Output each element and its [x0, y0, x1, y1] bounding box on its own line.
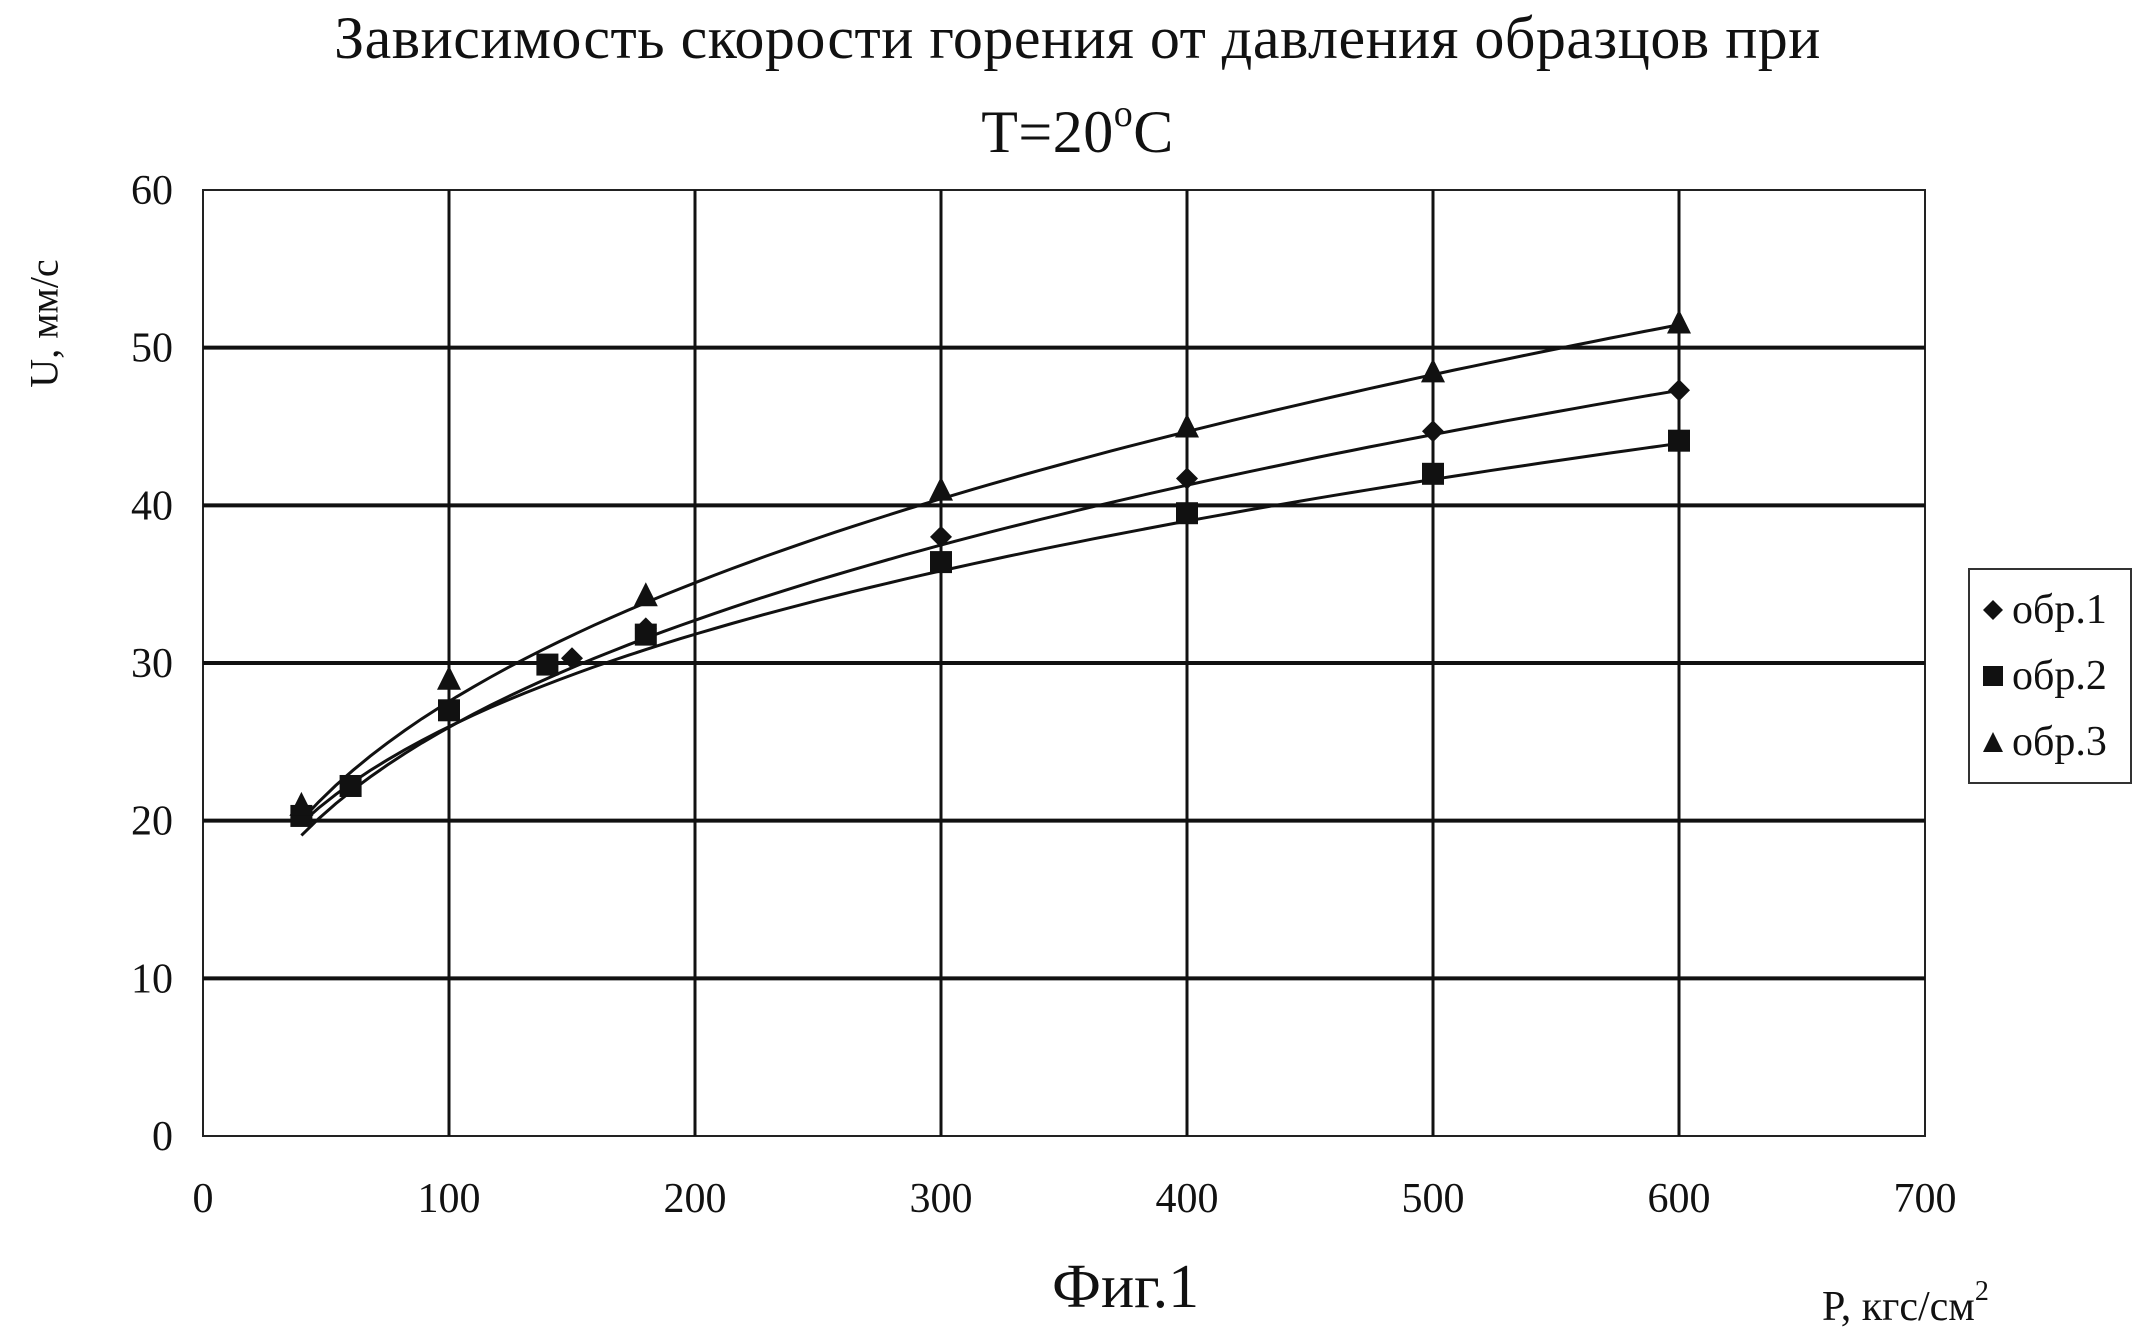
legend: обр.1 обр.2 обр.3: [1968, 568, 2132, 784]
data-point-series2: [1668, 429, 1690, 452]
y-axis-label: U, мм/с: [21, 259, 67, 388]
data-points: [289, 309, 1691, 827]
y-tick-label: 60: [131, 168, 173, 214]
x-tick-label: 400: [1156, 1176, 1219, 1222]
trend-curve-1: [300, 388, 1680, 837]
x-tick-label: 200: [664, 1176, 727, 1222]
triangle-icon: [1983, 732, 2003, 752]
data-point-series3: [289, 791, 314, 816]
legend-item-2: обр.2: [1982, 646, 2107, 706]
data-point-series1: [1422, 420, 1444, 443]
x-tick-label: 100: [418, 1176, 481, 1222]
data-point-series2: [1422, 462, 1444, 485]
data-point-series2: [339, 774, 362, 797]
grid-lines: [202, 189, 1926, 1137]
chart-title-line2: T=20oC: [0, 92, 2155, 167]
y-tick-label: 40: [131, 483, 173, 529]
legend-item-1: обр.1: [1982, 580, 2107, 640]
legend-label-3: обр.3: [2012, 719, 2107, 765]
y-tick-label: 20: [131, 799, 173, 845]
trend-curve-3: [300, 323, 1680, 822]
x-tick-label: 500: [1402, 1176, 1465, 1222]
figure-caption: Фиг.1: [1052, 1253, 1200, 1321]
data-point-series3: [437, 665, 461, 690]
data-point-series1: [561, 647, 583, 670]
data-point-series3: [1175, 413, 1199, 438]
square-icon: [1983, 666, 2003, 686]
data-point-series1: [1668, 379, 1690, 402]
x-tick-label: 700: [1894, 1176, 1957, 1222]
data-point-series2: [438, 699, 460, 722]
trend-curve-2: [300, 441, 1680, 825]
data-point-series1: [930, 525, 952, 548]
y-tick-label: 30: [131, 641, 173, 687]
data-point-series3: [633, 582, 658, 607]
y-tick-label: 50: [131, 326, 173, 372]
data-point-series2: [536, 653, 559, 676]
legend-item-3: обр.3: [1982, 712, 2107, 772]
diamond-icon: [1983, 600, 2003, 620]
legend-label-1: обр.1: [2012, 587, 2107, 633]
y-tick-label: 10: [131, 956, 173, 1002]
data-point-series1: [1176, 467, 1198, 490]
title-temp-unit: C: [1133, 99, 1174, 165]
x-axis-label: P, кгс/см2: [1822, 1276, 1989, 1331]
x-tick-label: 300: [910, 1176, 973, 1222]
chart-title-line1: Зависимость скорости горения от давления…: [334, 5, 1821, 71]
legend-label-2: обр.2: [2012, 653, 2107, 699]
data-point-series2: [930, 551, 952, 574]
data-point-series3: [1421, 358, 1445, 383]
title-degree-sup: o: [1113, 93, 1134, 135]
data-point-series2: [1176, 502, 1198, 525]
x-axis-label-base: P, кгс/см: [1822, 1284, 1975, 1330]
data-point-series2: [634, 623, 657, 646]
title-temp-base: T=20: [981, 99, 1114, 165]
x-axis-label-sup: 2: [1974, 1276, 1989, 1307]
data-point-series3: [1667, 309, 1691, 334]
trend-curves: [300, 323, 1680, 837]
x-tick-label: 600: [1648, 1176, 1711, 1222]
data-point-series3: [929, 476, 953, 501]
y-tick-label: 0: [152, 1114, 173, 1160]
x-tick-label: 0: [193, 1176, 214, 1222]
